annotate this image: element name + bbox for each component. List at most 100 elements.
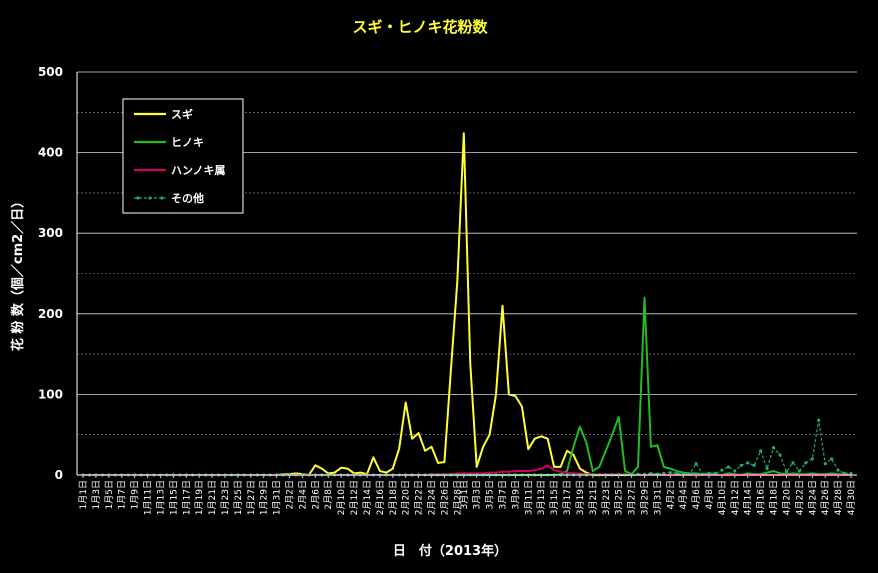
x-tick-label: 1月17日 (181, 480, 192, 515)
x-tick-label: 3月15日 (549, 480, 560, 515)
legend-label: その他 (171, 191, 204, 205)
x-tick-label: 3月11日 (523, 480, 534, 515)
series-point (836, 468, 840, 472)
y-tick-label: 500 (38, 65, 63, 79)
x-tick-label: 3月9日 (510, 480, 521, 509)
x-tick-label: 4月16日 (756, 480, 767, 515)
x-tick-label: 2月4日 (297, 480, 308, 509)
legend-marker (136, 196, 140, 200)
series-point (649, 471, 653, 475)
x-tick-label: 1月19日 (194, 480, 205, 515)
x-tick-label: 1月29日 (259, 480, 270, 515)
x-tick-label: 2月26日 (439, 480, 450, 515)
x-tick-label: 1月3日 (91, 480, 102, 509)
series-point (675, 471, 679, 475)
series-point (759, 449, 763, 453)
x-tick-label: 3月1日 (459, 480, 470, 509)
series-point (823, 462, 827, 466)
x-tick-label: 4月24日 (807, 480, 818, 515)
legend-marker (148, 196, 152, 200)
series-point (765, 466, 769, 471)
x-axis-label: 日 付（2013年） (393, 543, 507, 559)
x-tick-label: 3月13日 (536, 480, 547, 515)
series-point (791, 461, 795, 465)
x-tick-label: 3月29日 (639, 480, 650, 515)
x-tick-label: 1月23日 (220, 480, 231, 515)
x-tick-label: 2月8日 (323, 480, 334, 509)
x-tick-label: 2月10日 (336, 480, 347, 515)
x-tick-label: 2月28日 (452, 480, 463, 515)
x-tick-label: 3月19日 (575, 480, 586, 515)
series-point (817, 418, 821, 422)
x-tick-label: 3月3日 (472, 480, 483, 509)
x-tick-label: 3月27日 (627, 480, 638, 515)
series-point (746, 461, 750, 465)
x-tick-label: 4月28日 (833, 480, 844, 515)
series-point (668, 470, 672, 475)
x-tick-label: 4月12日 (730, 480, 741, 515)
legend-label: スギ (171, 107, 193, 121)
series-point (726, 465, 730, 469)
y-axis-label: 花 粉 数（個／cm2／日） (10, 195, 26, 351)
x-tick-label: 4月20日 (781, 480, 792, 515)
x-tick-label: 1月11日 (143, 480, 154, 515)
x-tick-label: 2月14日 (362, 480, 373, 515)
x-tick-label: 4月2日 (665, 480, 676, 509)
x-tick-label: 2月12日 (349, 480, 360, 515)
legend-box (122, 98, 244, 214)
series-point (849, 471, 853, 475)
series-point (713, 471, 718, 475)
series-point (784, 470, 789, 474)
x-tick-label: 3月17日 (562, 480, 573, 515)
x-tick-label: 3月5日 (485, 480, 496, 509)
series-point (810, 457, 814, 461)
x-tick-label: 4月26日 (820, 480, 831, 515)
x-tick-label: 1月31日 (272, 480, 283, 515)
series-point (739, 463, 743, 467)
series-point (707, 471, 711, 475)
x-tick-label: 3月7日 (497, 480, 508, 509)
x-tick-label: 4月30日 (846, 480, 857, 515)
series-point (733, 469, 737, 473)
series-point (694, 462, 698, 466)
x-tick-label: 2月24日 (427, 480, 438, 515)
x-tick-label: 1月1日 (78, 480, 89, 509)
x-tick-label: 4月18日 (769, 480, 780, 515)
x-tick-label: 4月8日 (704, 480, 715, 509)
series-point (804, 461, 808, 465)
x-tick-label: 2月16日 (375, 480, 386, 515)
x-tick-label: 4月4日 (678, 480, 689, 509)
x-tick-label: 1月9日 (130, 480, 141, 509)
x-tick-label: 3月25日 (614, 480, 625, 515)
x-tick-label: 4月22日 (794, 480, 805, 515)
y-tick-label: 300 (38, 226, 63, 240)
x-tick-label: 2月22日 (414, 480, 425, 515)
series-point (662, 471, 666, 475)
x-tick-label: 1月7日 (117, 480, 128, 509)
series-point (830, 457, 834, 461)
series-point (778, 453, 782, 457)
x-tick-label: 4月10日 (717, 480, 728, 515)
x-tick-label: 4月14日 (743, 480, 754, 515)
x-tick-label: 4月6日 (691, 480, 702, 509)
legend-label: ハンノキ属 (171, 164, 225, 177)
series-point (797, 469, 801, 473)
x-axis-ticks: 1月1日 1月3日 1月5日 1月7日 1月9日 1月11日 1月13日 1月15日 1月17日… (78, 475, 857, 515)
y-axis-ticks: 0 100 200 300 400 500 (38, 65, 63, 482)
x-tick-label: 2月20日 (401, 480, 412, 515)
y-tick-label: 400 (38, 146, 63, 160)
x-tick-label: 3月23日 (601, 480, 612, 515)
x-tick-label: 3月31日 (652, 480, 663, 515)
series-point (842, 471, 847, 475)
x-tick-label: 1月5日 (104, 480, 115, 509)
series-point (720, 468, 724, 472)
x-tick-label: 1月27日 (246, 480, 257, 515)
y-tick-label: 100 (38, 387, 63, 401)
series-point (771, 445, 776, 450)
y-tick-label: 0 (55, 468, 63, 482)
x-tick-label: 1月15日 (168, 480, 179, 515)
x-tick-label: 2月2日 (285, 480, 296, 509)
legend-label: ヒノキ (171, 136, 204, 149)
